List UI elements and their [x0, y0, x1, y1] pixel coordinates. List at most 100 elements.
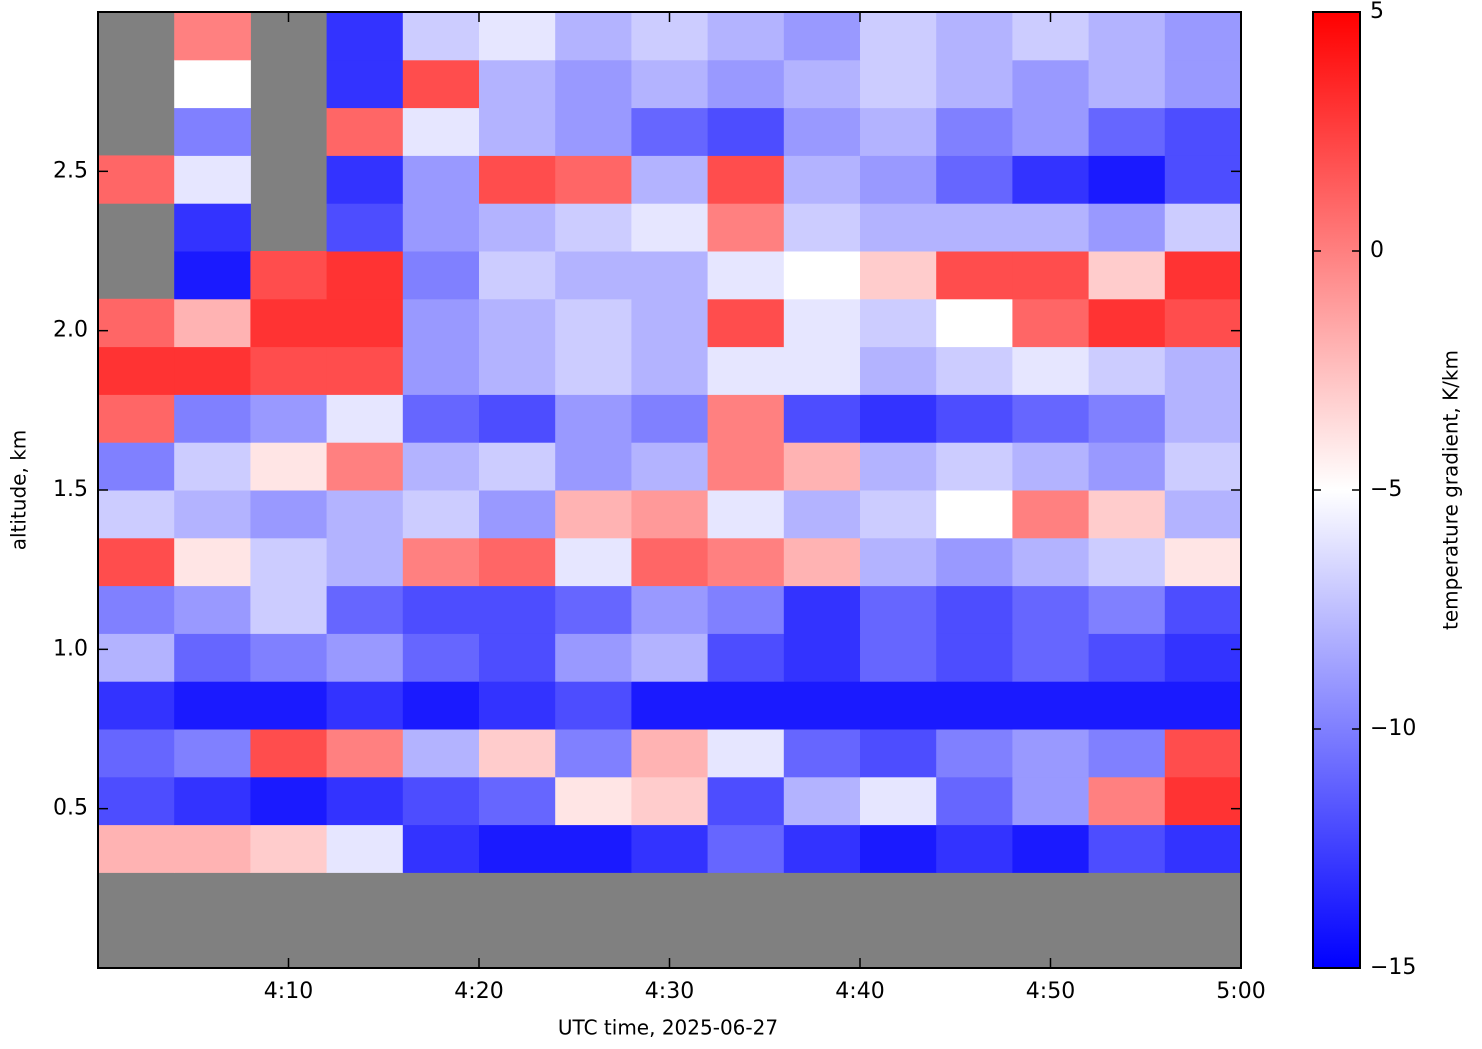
heatmap-cell [631, 490, 709, 539]
heatmap-cell [631, 346, 709, 395]
y-tick-label: 1.5 [53, 477, 88, 502]
heatmap-cell [707, 633, 785, 682]
heatmap-cell [555, 681, 632, 730]
heatmap-cell [250, 729, 328, 778]
heatmap-cell [98, 537, 175, 587]
heatmap-cell [860, 537, 937, 587]
heatmap-cell [631, 585, 709, 634]
heatmap-cell [1164, 298, 1242, 348]
heatmap-cell [860, 12, 937, 61]
y-axis-label: altitude, km [7, 430, 31, 551]
heatmap-cell [174, 107, 251, 156]
heatmap-cell [707, 824, 785, 873]
heatmap-cell [1164, 346, 1242, 395]
heatmap-cell [174, 824, 251, 873]
heatmap-cell [555, 824, 632, 873]
heatmap-cell [1088, 490, 1166, 539]
heatmap-cell [98, 298, 175, 348]
heatmap-cell [707, 776, 785, 826]
heatmap-cell [1164, 633, 1242, 682]
heatmap-cell [326, 203, 404, 252]
heatmap-cell [250, 681, 328, 730]
heatmap-cell [1088, 155, 1166, 204]
colorbar-tick-label: 5 [1370, 0, 1384, 24]
heatmap-cell [1164, 59, 1242, 109]
heatmap-cell [555, 442, 632, 491]
heatmap-cell [1088, 824, 1166, 873]
heatmap-cell [326, 442, 404, 491]
heatmap-cell [860, 633, 937, 682]
heatmap-cell [1164, 776, 1242, 826]
heatmap-cell [936, 203, 1013, 252]
heatmap-cell [402, 537, 480, 587]
heatmap-cell [402, 490, 480, 539]
heatmap-cell [98, 681, 175, 730]
heatmap-cell [1012, 298, 1090, 348]
heatmap-cell [1088, 537, 1166, 587]
heatmap-cell [98, 585, 175, 634]
heatmap-cell [402, 633, 480, 682]
heatmap-cell [783, 298, 861, 348]
heatmap-cell [783, 203, 861, 252]
heatmap-cell [555, 394, 632, 443]
heatmap-cell [326, 633, 404, 682]
heatmap-cell [555, 537, 632, 587]
heatmap-cell [1012, 729, 1090, 778]
heatmap-cell [1164, 251, 1242, 300]
heatmap-cell [1088, 633, 1166, 682]
heatmap-cell [783, 729, 861, 778]
heatmap-cell [936, 490, 1013, 539]
heatmap-cell [479, 490, 556, 539]
heatmap-cell [783, 12, 861, 61]
colorbar-tick-label: 0 [1370, 238, 1384, 263]
heatmap-cell [860, 155, 937, 204]
heatmap-cell [555, 251, 632, 300]
heatmap-cell [326, 12, 404, 61]
heatmap-cell [402, 59, 480, 109]
heatmap-cell [555, 107, 632, 156]
heatmap-cell [326, 729, 404, 778]
heatmap-cell [479, 251, 556, 300]
heatmap-cell [326, 59, 404, 109]
heatmap-cell [860, 442, 937, 491]
heatmap-cell [707, 394, 785, 443]
heatmap-cell [631, 824, 709, 873]
heatmap-cell [1012, 442, 1090, 491]
heatmap-cell [174, 537, 251, 587]
heatmap-cell [555, 729, 632, 778]
heatmap-cell [1164, 107, 1242, 156]
heatmap-cell [326, 824, 404, 873]
heatmap-cell [631, 107, 709, 156]
heatmap-cell [860, 59, 937, 109]
heatmap-cell [860, 824, 937, 873]
heatmap-cell [707, 681, 785, 730]
heatmap-cell [707, 585, 785, 634]
heatmap-cell [250, 346, 328, 395]
heatmap-cell [1012, 251, 1090, 300]
heatmap-cell [98, 346, 175, 395]
heatmap-cell [860, 776, 937, 826]
heatmap-cell [250, 251, 328, 300]
heatmap-cell [174, 490, 251, 539]
heatmap-cell [174, 729, 251, 778]
heatmap-cell [1164, 155, 1242, 204]
heatmap-cell [250, 585, 328, 634]
heatmap-cell [936, 12, 1013, 61]
heatmap-cell [1164, 394, 1242, 443]
heatmap-cell [250, 776, 328, 826]
heatmap-cell [98, 633, 175, 682]
heatmap-cell [479, 107, 556, 156]
heatmap-cell [98, 729, 175, 778]
heatmap-cell [479, 12, 556, 61]
x-tick-label: 4:40 [835, 979, 884, 1004]
heatmap-cell [860, 490, 937, 539]
heatmap-cell [1164, 681, 1242, 730]
heatmap-cell [631, 681, 709, 730]
heatmap-cell [783, 107, 861, 156]
heatmap-cell [555, 203, 632, 252]
heatmap-cell [555, 346, 632, 395]
heatmap-cell [783, 585, 861, 634]
heatmap-cell [1088, 346, 1166, 395]
heatmap-cell [783, 776, 861, 826]
heatmap-cell [402, 203, 480, 252]
